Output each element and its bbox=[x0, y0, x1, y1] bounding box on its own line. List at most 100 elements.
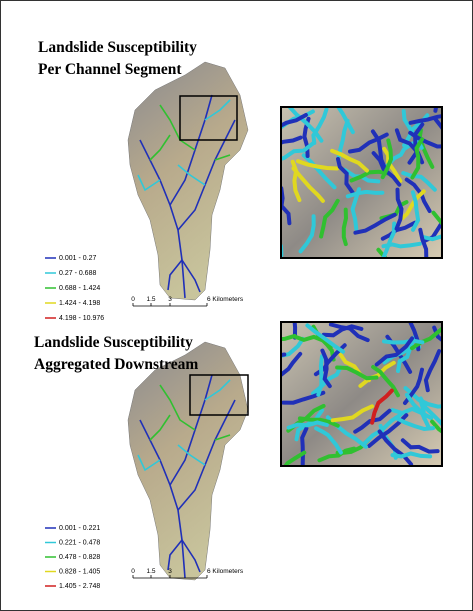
legend-label: 4.198 - 10.976 bbox=[59, 315, 104, 322]
map-title: Landslide Susceptibility bbox=[34, 334, 193, 351]
legend-label: 1.405 - 2.748 bbox=[59, 583, 100, 590]
inset-stream bbox=[282, 450, 307, 466]
inset-stream bbox=[410, 190, 421, 232]
scale-label: 6 Kilometers bbox=[207, 568, 244, 575]
scale-label: 0 bbox=[131, 568, 135, 575]
inset-stream bbox=[298, 214, 316, 254]
inset-stream bbox=[287, 107, 324, 143]
map bbox=[127, 61, 249, 301]
inset-stream bbox=[407, 122, 425, 165]
basin bbox=[127, 341, 249, 581]
inset-stream bbox=[350, 187, 361, 231]
inset-stream bbox=[316, 354, 324, 397]
inset-stream bbox=[311, 365, 343, 396]
legend-label: 0.27 - 0.688 bbox=[59, 270, 96, 277]
zoom-box bbox=[189, 374, 249, 416]
inset-stream bbox=[390, 451, 433, 459]
legend-label: 1.424 - 4.198 bbox=[59, 300, 100, 307]
inset-stream bbox=[358, 360, 396, 388]
inset-stream bbox=[281, 336, 305, 358]
inset-stream bbox=[314, 426, 343, 455]
inset-stream bbox=[408, 114, 442, 125]
inset-stream bbox=[296, 159, 339, 171]
inset-map bbox=[281, 107, 442, 258]
inset-stream bbox=[311, 107, 329, 145]
inset-stream bbox=[421, 234, 442, 242]
inset-stream bbox=[423, 349, 442, 393]
inset-stream bbox=[281, 351, 303, 378]
zoom-box bbox=[179, 95, 238, 141]
inset-stream bbox=[281, 135, 303, 145]
inset-stream bbox=[432, 116, 442, 132]
inset-stream bbox=[281, 113, 308, 128]
legend-label: 0.221 - 0.478 bbox=[59, 539, 100, 546]
inset-stream bbox=[431, 210, 442, 227]
inset-stream bbox=[345, 189, 385, 199]
inset-stream bbox=[321, 324, 364, 338]
inset-frame bbox=[280, 321, 443, 467]
inset-stream bbox=[353, 212, 397, 235]
inset-stream bbox=[292, 322, 298, 340]
inset-stream bbox=[370, 388, 394, 425]
inset-stream bbox=[374, 336, 414, 367]
inset-stream bbox=[371, 365, 400, 398]
inset-stream bbox=[335, 107, 355, 135]
inset-stream bbox=[292, 334, 334, 349]
inset-stream bbox=[330, 404, 375, 423]
inset-stream bbox=[348, 132, 389, 154]
inset-stream bbox=[291, 166, 325, 203]
map-title: Aggregated Downstream bbox=[34, 356, 198, 373]
inset-stream bbox=[320, 348, 332, 389]
inset-frame bbox=[280, 106, 443, 259]
map-title: Landslide Susceptibility bbox=[38, 39, 197, 56]
inset-stream bbox=[336, 157, 356, 196]
basin bbox=[127, 61, 249, 301]
inset-stream bbox=[408, 130, 442, 149]
inset-stream bbox=[281, 244, 284, 258]
map bbox=[127, 341, 249, 581]
scale-label: 6 Kilometers bbox=[207, 296, 244, 303]
scale-label: 1.5 bbox=[146, 296, 155, 303]
legend-label: 0.001 - 0.27 bbox=[59, 255, 96, 262]
inset-stream bbox=[301, 153, 337, 190]
inset-stream bbox=[433, 107, 439, 113]
legend-label: 0.478 - 0.828 bbox=[59, 554, 100, 561]
inset-stream bbox=[394, 187, 404, 231]
inset-stream bbox=[404, 392, 431, 430]
inset-stream bbox=[319, 198, 340, 239]
inset-stream bbox=[341, 207, 349, 247]
inset-stream bbox=[410, 326, 442, 351]
inset-stream bbox=[410, 137, 425, 180]
inset-stream bbox=[335, 365, 379, 381]
inset-stream bbox=[377, 429, 414, 466]
inset-stream bbox=[400, 438, 440, 454]
scale-label: 3 bbox=[168, 568, 172, 575]
scale-label: 1.5 bbox=[146, 568, 155, 575]
inset-stream bbox=[380, 138, 394, 180]
inset-stream bbox=[281, 352, 287, 358]
inset-stream bbox=[393, 415, 436, 432]
inset-stream bbox=[418, 227, 429, 258]
inset-stream bbox=[300, 426, 309, 466]
legend-label: 0.688 - 1.424 bbox=[59, 285, 100, 292]
inset-map bbox=[281, 322, 442, 466]
inset-stream bbox=[286, 420, 329, 430]
legend-label: 0.001 - 0.221 bbox=[59, 525, 100, 532]
inset-stream bbox=[382, 338, 425, 345]
inset-stream bbox=[349, 169, 391, 183]
inset-stream bbox=[362, 412, 403, 446]
inset-stream bbox=[353, 408, 392, 434]
inset-stream bbox=[396, 335, 417, 373]
inset-stream bbox=[390, 406, 434, 420]
inset-stream bbox=[330, 148, 369, 173]
legend-label: 0.828 - 1.405 bbox=[59, 568, 100, 575]
inset-stream bbox=[418, 396, 442, 428]
inset-stream bbox=[317, 446, 357, 463]
scale-label: 0 bbox=[131, 296, 135, 303]
scale-label: 3 bbox=[168, 296, 172, 303]
inset-stream bbox=[290, 159, 302, 203]
inset-stream bbox=[430, 419, 442, 434]
inset-stream bbox=[305, 323, 345, 354]
inset-stream bbox=[401, 171, 437, 192]
inset-stream bbox=[381, 221, 397, 258]
